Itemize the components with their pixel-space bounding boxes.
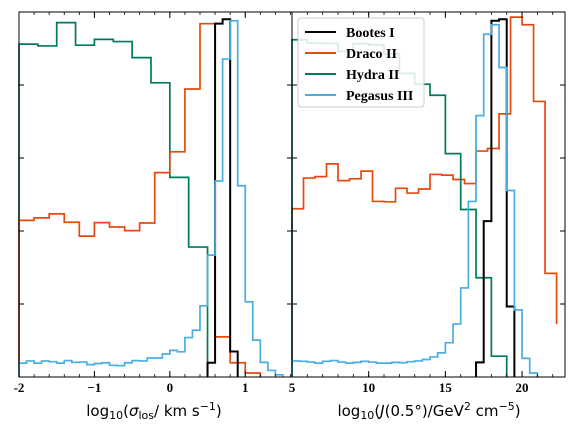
left-panel: -2 −1 0 1 [14,11,293,395]
legend-label-pegasus-iii: Pegasus III [346,89,413,104]
left-x-tick-label: -2 [14,380,25,395]
left-series-layer [18,18,284,377]
left-series-draco-ii [18,22,262,377]
left-x-tick-label: 1 [242,380,249,395]
right-series-pegasus-iii [291,23,539,377]
right-x-tick-label: 5 [289,380,296,395]
right-series-bootes-i [475,18,516,377]
legend: Bootes I Draco II Hydra II Pegasus III [297,17,425,108]
legend-label-hydra-ii: Hydra II [346,68,399,83]
left-series-pegasus-iii [18,19,284,377]
right-x-tick-label: 20 [516,380,529,395]
right-ticks-layer: 5 10 15 20 [289,11,565,395]
right-x-axis-title: log10(J(0.5°)/GeV2 cm−5) [337,400,520,422]
right-series-draco-ii [291,16,558,377]
right-panel: 5 10 15 20 [289,11,566,395]
right-x-tick-label: 10 [362,380,375,395]
left-x-tick-label: −1 [87,380,101,395]
right-plot-frame [291,11,566,378]
legend-label-bootes-i: Bootes I [346,26,395,41]
legend-box [297,17,425,108]
left-x-tick-label: 0 [167,380,174,395]
left-series-bootes-i [206,18,239,377]
left-ticks-layer: -2 −1 0 1 [14,11,292,395]
left-series-hydra-ii [18,21,209,377]
right-x-tick-label: 15 [439,380,453,395]
legend-label-draco-ii: Draco II [346,47,397,62]
left-x-axis-title: log10(σlos/ km s−1) [86,400,222,422]
